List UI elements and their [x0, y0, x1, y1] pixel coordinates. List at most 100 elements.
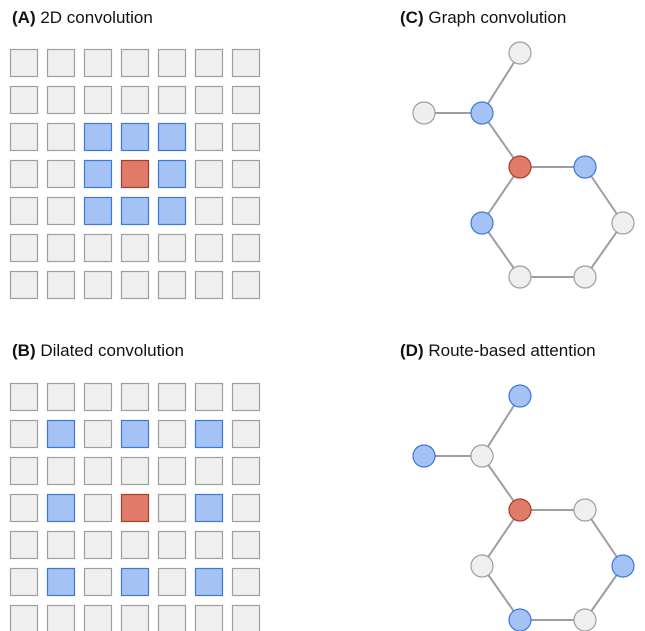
grid-cell-plain-r5c5 [194, 233, 224, 263]
grid-cell-plain-r0c0 [9, 48, 39, 78]
grid-cell-plain-r0c6 [231, 382, 261, 412]
grid-cell-plain-r0c4 [157, 48, 187, 78]
panel-c-title: (C) Graph convolution [400, 8, 566, 28]
grid-cell-highlighted-r1c1 [46, 419, 76, 449]
grid-cell-plain-r6c6 [231, 604, 261, 631]
grid-cell-highlighted-r5c5 [194, 567, 224, 597]
grid-cell-plain-r0c3 [120, 382, 150, 412]
grid-cell-highlighted-r3c4 [157, 159, 187, 189]
grid-cell-highlighted-r2c3 [120, 122, 150, 152]
grid-cell-plain-r0c5 [194, 48, 224, 78]
graph-node-hub-highlighted [470, 101, 494, 125]
grid-cell-plain-r4c5 [194, 530, 224, 560]
grid-cell-highlighted-r1c5 [194, 419, 224, 449]
grid-cell-plain-r4c2 [83, 530, 113, 560]
grid-cell-plain-r6c4 [157, 604, 187, 631]
grid-cell-plain-r0c5 [194, 382, 224, 412]
grid-cell-plain-r4c0 [9, 530, 39, 560]
graph-node-lower-left-highlighted [470, 211, 494, 235]
graph-node-lower-left-plain [470, 554, 494, 578]
grid-cell-plain-r0c6 [231, 48, 261, 78]
grid-cell-plain-r1c0 [9, 419, 39, 449]
graph-node-right-plain [573, 498, 597, 522]
graph-node-bottom-left-plain [508, 265, 532, 289]
grid-cell-plain-r1c3 [120, 85, 150, 115]
grid-cell-plain-r2c3 [120, 456, 150, 486]
grid-cell-plain-r0c3 [120, 48, 150, 78]
grid-cell-plain-r6c6 [231, 270, 261, 300]
grid-cell-plain-r5c6 [231, 567, 261, 597]
grid-cell-highlighted-r3c2 [83, 159, 113, 189]
grid-cell-plain-r2c5 [194, 456, 224, 486]
panel-c-letter: (C) [400, 8, 424, 27]
grid-cell-plain-r1c1 [46, 85, 76, 115]
grid-cell-plain-r3c2 [83, 493, 113, 523]
grid-cell-plain-r4c6 [231, 196, 261, 226]
graph-edge-top-hub [481, 395, 521, 457]
panel-d-letter: (D) [400, 341, 424, 360]
grid-cell-plain-r1c4 [157, 419, 187, 449]
grid-cell-plain-r3c1 [46, 159, 76, 189]
grid-cell-plain-r4c4 [157, 530, 187, 560]
grid-cell-plain-r2c6 [231, 122, 261, 152]
grid-cell-plain-r6c2 [83, 604, 113, 631]
grid-cell-plain-r5c3 [120, 233, 150, 263]
grid-cell-plain-r3c6 [231, 159, 261, 189]
graph-edge-top-hub [481, 52, 521, 114]
grid-cell-plain-r6c0 [9, 270, 39, 300]
grid-cell-plain-r4c6 [231, 530, 261, 560]
graph-node-bottom-left-highlighted [508, 608, 532, 631]
graph-node-bottom-right-plain [573, 608, 597, 631]
grid-cell-plain-r5c2 [83, 233, 113, 263]
grid-cell-plain-r1c2 [83, 85, 113, 115]
grid-cell-plain-r0c2 [83, 48, 113, 78]
graph-node-left-highlighted [412, 444, 436, 468]
grid-cell-plain-r5c0 [9, 567, 39, 597]
grid-cell-plain-r5c1 [46, 233, 76, 263]
grid-cell-plain-r0c0 [9, 382, 39, 412]
panel-b-label: Dilated convolution [40, 341, 184, 360]
graph-node-bottom-right-plain [573, 265, 597, 289]
grid-cell-plain-r5c0 [9, 233, 39, 263]
grid-cell-highlighted-r2c4 [157, 122, 187, 152]
grid-cell-highlighted-r5c3 [120, 567, 150, 597]
grid-cell-plain-r3c4 [157, 493, 187, 523]
grid-cell-plain-r6c4 [157, 270, 187, 300]
graph-convolution [412, 41, 635, 289]
graph-node-center-center [508, 155, 532, 179]
graph-node-left-plain [412, 101, 436, 125]
grid-cell-plain-r2c0 [9, 456, 39, 486]
grid-cell-plain-r0c4 [157, 382, 187, 412]
graph-node-lower-right-plain [611, 211, 635, 235]
grid-cell-plain-r5c4 [157, 567, 187, 597]
grid-cell-highlighted-r2c2 [83, 122, 113, 152]
panel-d-label: Route-based attention [428, 341, 596, 360]
panel-c-label: Graph convolution [428, 8, 567, 27]
grid-cell-plain-r1c2 [83, 419, 113, 449]
grid-cell-plain-r3c5 [194, 159, 224, 189]
grid-cell-highlighted-r4c3 [120, 196, 150, 226]
grid-cell-plain-r4c3 [120, 530, 150, 560]
grid-cell-plain-r6c3 [120, 604, 150, 631]
grid-cell-plain-r6c0 [9, 604, 39, 631]
grid-2d-convolution [9, 48, 261, 300]
grid-cell-plain-r2c0 [9, 122, 39, 152]
graph-node-top-highlighted [508, 384, 532, 408]
grid-cell-plain-r2c5 [194, 122, 224, 152]
grid-cell-plain-r0c1 [46, 48, 76, 78]
grid-cell-highlighted-r3c5 [194, 493, 224, 523]
grid-cell-plain-r2c1 [46, 456, 76, 486]
graph-node-hub-plain [470, 444, 494, 468]
grid-cell-highlighted-r4c2 [83, 196, 113, 226]
panel-a-letter: (A) [12, 8, 36, 27]
grid-cell-plain-r6c3 [120, 270, 150, 300]
panel-b-letter: (B) [12, 341, 36, 360]
grid-cell-plain-r2c4 [157, 456, 187, 486]
panel-b-title: (B) Dilated convolution [12, 341, 184, 361]
grid-cell-plain-r1c5 [194, 85, 224, 115]
grid-cell-plain-r2c2 [83, 456, 113, 486]
grid-cell-plain-r1c0 [9, 85, 39, 115]
graph-route-based-attention [412, 384, 635, 631]
grid-cell-plain-r2c6 [231, 456, 261, 486]
